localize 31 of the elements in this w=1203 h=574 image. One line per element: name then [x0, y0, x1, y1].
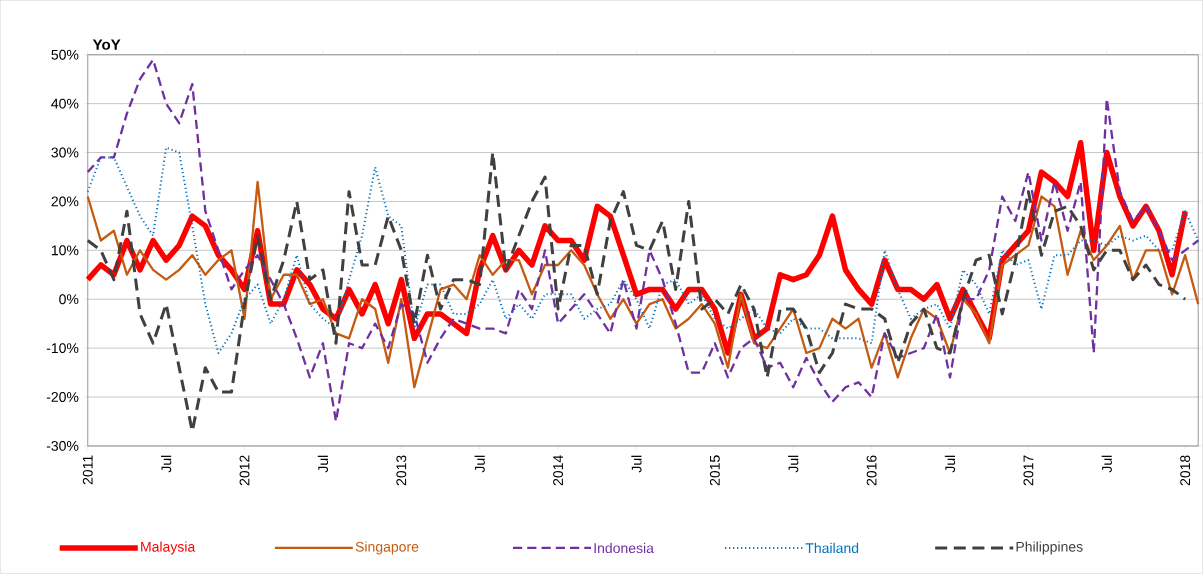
- y-tick-label: 0%: [59, 294, 79, 305]
- x-tick-label: 2013: [396, 455, 407, 486]
- y-tick-label: -20%: [46, 392, 79, 403]
- y-tick-label: 20%: [51, 196, 79, 207]
- y-tick-label: 10%: [51, 245, 79, 256]
- text: Indonesia: [594, 542, 654, 554]
- line-series: [86, 180, 1200, 389]
- x-tick-label: Jul: [788, 455, 799, 473]
- x-tick-label: 2011: [82, 455, 93, 485]
- x-tick-label: 2015: [709, 455, 720, 486]
- text: Singapore: [355, 541, 419, 555]
- x-tick-label: Jul: [474, 455, 485, 473]
- text: Malaysia: [141, 541, 196, 555]
- y-tick-label: 40%: [51, 98, 79, 109]
- x-tick-label: 2018: [1180, 455, 1191, 486]
- x-tick-label: 2017: [1023, 455, 1034, 486]
- x-tick-label: 2016: [866, 455, 877, 486]
- y-tick-label: -30%: [46, 441, 79, 452]
- y-tick-label: 50%: [51, 49, 79, 60]
- text: Philippines: [1016, 541, 1083, 555]
- x-tick-label: Jul: [317, 455, 329, 473]
- x-tick-label: 2012: [239, 455, 250, 486]
- text: Thailand: [805, 542, 859, 554]
- x-tick-label: Jul: [631, 455, 642, 473]
- y-tick-label: -10%: [46, 343, 79, 354]
- x-tick-label: Jul: [1101, 455, 1112, 473]
- x-tick-label: Jul: [161, 455, 172, 473]
- y-axis-title: YoY: [92, 39, 121, 51]
- x-tick-label: Jul: [944, 455, 956, 473]
- y-tick-label: 30%: [51, 147, 79, 158]
- x-tick-label: 2014: [553, 455, 564, 486]
